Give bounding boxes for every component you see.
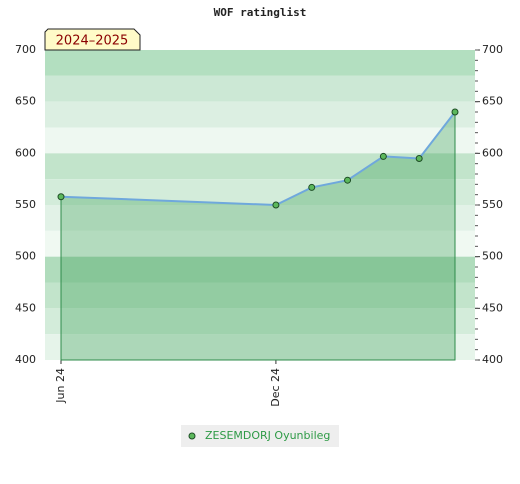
background-band bbox=[45, 205, 475, 231]
background-band bbox=[45, 179, 475, 205]
legend-label: ZESEMDORJ Oyunbileg bbox=[205, 429, 330, 442]
background-band bbox=[45, 256, 475, 283]
point bbox=[379, 152, 387, 160]
x-tick-label: Dec 24 bbox=[269, 368, 282, 407]
annotation-box bbox=[44, 28, 141, 51]
y-tick-label: 600 bbox=[15, 146, 36, 159]
y2-tick-label: 600 bbox=[482, 146, 503, 159]
y-tick-label: 500 bbox=[15, 250, 36, 263]
legend-box bbox=[181, 425, 339, 447]
point bbox=[451, 108, 459, 116]
background-band bbox=[45, 127, 475, 154]
y2-tick-label: 450 bbox=[482, 301, 503, 314]
background-band bbox=[45, 75, 475, 102]
background-band bbox=[45, 282, 475, 309]
y-tick-label: 550 bbox=[15, 198, 36, 211]
y2-tick-label: 500 bbox=[482, 250, 503, 263]
annotation: 2024–2025 bbox=[56, 34, 129, 49]
y-tick-label: 450 bbox=[15, 301, 36, 314]
background-band bbox=[45, 308, 475, 335]
background-band bbox=[45, 101, 475, 128]
y-tick-label: 650 bbox=[15, 95, 36, 108]
y2-tick-label: 650 bbox=[482, 95, 503, 108]
point bbox=[308, 183, 316, 191]
background-band bbox=[45, 50, 475, 76]
y2-tick-label: 400 bbox=[482, 353, 503, 366]
legend-marker bbox=[188, 432, 196, 440]
y-tick-label: 700 bbox=[15, 43, 36, 56]
x-tick-label: Jun 24 bbox=[54, 368, 67, 404]
background-band bbox=[45, 334, 475, 360]
point bbox=[415, 155, 423, 162]
y-tick-label: 400 bbox=[15, 353, 36, 366]
chart-title: WOF ratinglist bbox=[214, 6, 307, 19]
point bbox=[57, 193, 65, 201]
point bbox=[272, 201, 280, 209]
y2-tick-label: 550 bbox=[482, 198, 503, 211]
y2-tick-label: 700 bbox=[482, 43, 503, 56]
background-band bbox=[45, 230, 475, 257]
point bbox=[344, 176, 352, 184]
